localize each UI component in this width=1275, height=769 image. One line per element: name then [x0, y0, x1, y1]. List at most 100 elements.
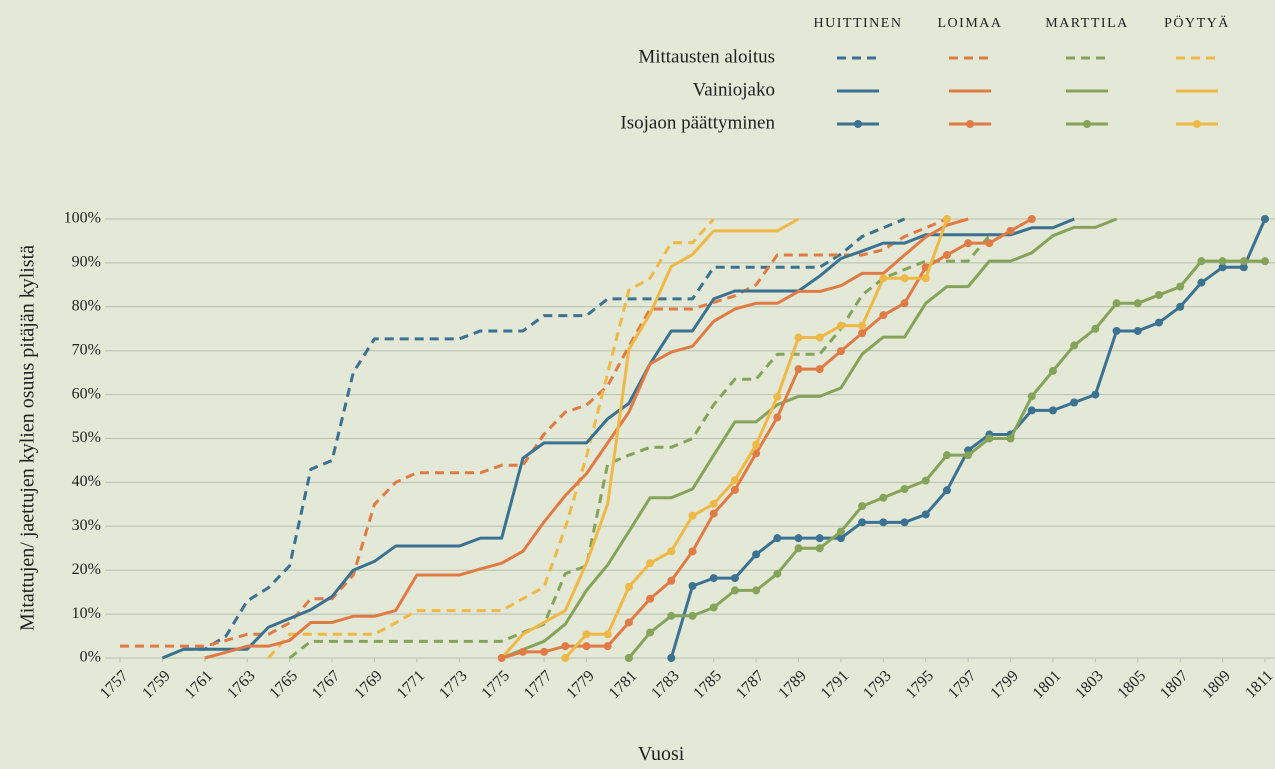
x-tick-label: 1761	[182, 667, 217, 702]
point	[667, 611, 676, 620]
series-line	[183, 217, 906, 651]
point	[1070, 341, 1079, 350]
point	[518, 647, 527, 656]
y-axis-label: Mitattujen/ jaettujen kylien osuus pitäj…	[17, 245, 39, 631]
point	[709, 499, 718, 508]
legend-marker	[966, 120, 974, 128]
x-tick-label: 1757	[97, 667, 132, 702]
point	[540, 647, 549, 656]
x-tick-label: 1805	[1115, 667, 1150, 702]
series-line	[627, 259, 1265, 659]
y-tick-label: 90%	[72, 254, 101, 271]
point	[985, 239, 994, 248]
point	[1154, 290, 1163, 299]
point	[688, 582, 697, 591]
y-tick-label: 50%	[72, 429, 101, 446]
point	[1176, 302, 1185, 311]
point	[1261, 215, 1269, 223]
y-tick-label: 100%	[64, 210, 101, 227]
point	[942, 486, 951, 495]
point	[921, 510, 930, 519]
point	[921, 476, 930, 485]
y-tick-label: 20%	[72, 561, 101, 578]
point	[1133, 326, 1142, 335]
point	[709, 603, 718, 612]
x-tick-label: 1803	[1072, 667, 1107, 702]
x-tick-label: 1765	[266, 667, 301, 702]
point	[688, 511, 697, 520]
y-tick-label: 30%	[72, 517, 101, 534]
point	[1006, 226, 1015, 235]
y-tick-label: 60%	[72, 385, 101, 402]
point	[900, 299, 909, 308]
y-tick-label: 80%	[72, 297, 101, 314]
point	[858, 329, 867, 338]
point	[624, 582, 633, 591]
series-line	[500, 217, 800, 659]
point	[1048, 366, 1057, 375]
point	[858, 518, 867, 527]
legend-marker	[1083, 120, 1091, 128]
point	[815, 534, 824, 543]
point	[815, 544, 824, 553]
x-tick-label: 1773	[436, 667, 471, 702]
series-line	[161, 217, 1075, 660]
point	[497, 654, 506, 662]
point	[942, 451, 951, 460]
point	[985, 434, 994, 443]
point	[1133, 299, 1142, 308]
point	[900, 274, 909, 283]
legend-marker	[1193, 120, 1201, 128]
point	[1091, 390, 1100, 399]
point	[646, 628, 655, 637]
x-tick-label: 1795	[903, 667, 938, 702]
x-tick-label: 1787	[733, 667, 768, 702]
point	[646, 594, 655, 603]
point	[667, 576, 676, 585]
x-tick-label: 1769	[351, 667, 386, 702]
y-tick-label: 70%	[72, 341, 101, 358]
x-tick-label: 1759	[139, 667, 174, 702]
point	[1006, 434, 1015, 443]
x-tick-label: 1789	[775, 667, 810, 702]
x-tick-label: 1801	[1030, 667, 1065, 702]
point	[794, 534, 803, 543]
point	[752, 440, 761, 449]
point	[1027, 392, 1036, 401]
point	[624, 618, 633, 627]
point	[730, 476, 739, 485]
x-tick-label: 1785	[690, 667, 725, 702]
point	[879, 311, 888, 320]
x-tick-label: 1775	[478, 667, 513, 702]
x-tick-label: 1781	[606, 667, 641, 702]
point	[667, 547, 676, 556]
point	[879, 493, 888, 502]
point	[667, 654, 676, 662]
point	[709, 574, 718, 583]
y-tick-label: 0%	[80, 649, 101, 666]
point	[1048, 406, 1057, 415]
point	[900, 518, 909, 527]
point	[561, 642, 570, 651]
point	[1197, 278, 1206, 287]
point	[561, 654, 570, 662]
x-tick-label: 1793	[860, 667, 895, 702]
point	[942, 215, 951, 223]
x-axis-label: Vuosi	[638, 743, 685, 765]
point	[773, 392, 782, 401]
point	[603, 642, 612, 651]
point	[964, 451, 973, 460]
point	[773, 413, 782, 422]
legend-row-label: Isojaon päättyminen	[620, 112, 775, 133]
point	[730, 485, 739, 494]
point	[752, 550, 761, 559]
y-tick-label: 40%	[72, 473, 101, 490]
point	[836, 527, 845, 536]
point	[646, 559, 655, 568]
point	[1070, 398, 1079, 407]
x-tick-label: 1809	[1199, 667, 1234, 702]
x-tick-label: 1763	[224, 667, 259, 702]
point	[1027, 215, 1036, 223]
point	[836, 534, 845, 543]
point	[752, 586, 761, 595]
